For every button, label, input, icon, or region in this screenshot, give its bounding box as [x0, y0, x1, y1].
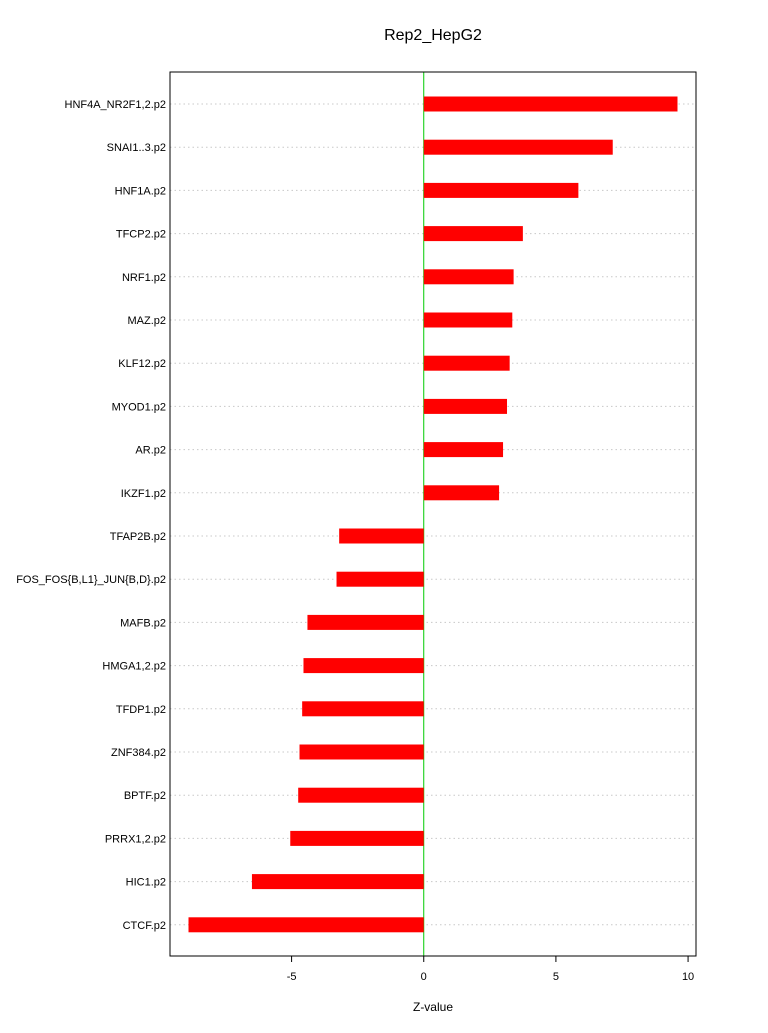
bar: [336, 571, 424, 587]
category-label: TFCP2.p2: [116, 229, 166, 241]
bar: [423, 139, 613, 155]
category-label: MYOD1.p2: [112, 401, 166, 413]
category-label: MAZ.p2: [127, 315, 166, 327]
category-label: HNF1A.p2: [115, 185, 166, 197]
category-label: KLF12.p2: [118, 358, 166, 370]
plot-frame: [169, 71, 697, 957]
category-label: PRRX1,2.p2: [105, 833, 166, 845]
category-label: HNF4A_NR2F1,2.p2: [65, 99, 167, 111]
bar: [423, 96, 678, 112]
x-axis-ticks: -5 0 5 10: [287, 956, 694, 983]
category-label: CTCF.p2: [123, 920, 166, 932]
bar: [423, 182, 579, 198]
bar: [303, 658, 424, 674]
category-label: IKZF1.p2: [121, 488, 166, 500]
bar: [423, 398, 508, 414]
bar: [423, 226, 523, 242]
bar: [423, 312, 513, 328]
category-label: MAFB.p2: [120, 617, 166, 629]
category-label: FOS_FOS{B,L1}_JUN{B,D}.p2: [16, 574, 166, 586]
bar: [339, 528, 424, 544]
bar: [299, 744, 424, 760]
bar: [251, 874, 424, 890]
category-label: SNAI1..3.p2: [107, 142, 166, 154]
category-label: BPTF.p2: [124, 790, 166, 802]
category-label: NRF1.p2: [122, 272, 166, 284]
bar: [423, 269, 514, 285]
x-tick-label: 0: [421, 971, 427, 983]
bars: [188, 96, 678, 933]
category-label: HIC1.p2: [126, 877, 166, 889]
category-label: AR.p2: [135, 445, 166, 457]
bar: [307, 614, 424, 630]
x-tick-label: 10: [682, 971, 694, 983]
bar: [423, 442, 504, 458]
x-tick-label: -5: [287, 971, 297, 983]
bar: [290, 830, 424, 846]
x-axis-title: Z-value: [413, 1000, 453, 1014]
category-label: HMGA1,2.p2: [102, 661, 166, 673]
bar: [423, 355, 510, 371]
category-labels: HNF4A_NR2F1,2.p2 SNAI1..3.p2 HNF1A.p2 TFCP2…: [16, 99, 166, 932]
chart-title: Rep2_HepG2: [384, 27, 482, 44]
category-label: ZNF384.p2: [111, 747, 166, 759]
x-tick-label: 5: [553, 971, 559, 983]
category-label: TFAP2B.p2: [110, 531, 166, 543]
category-label: TFDP1.p2: [116, 704, 166, 716]
bar: [188, 917, 424, 933]
bar: [302, 701, 424, 717]
bar: [423, 485, 500, 501]
bar: [298, 787, 424, 803]
